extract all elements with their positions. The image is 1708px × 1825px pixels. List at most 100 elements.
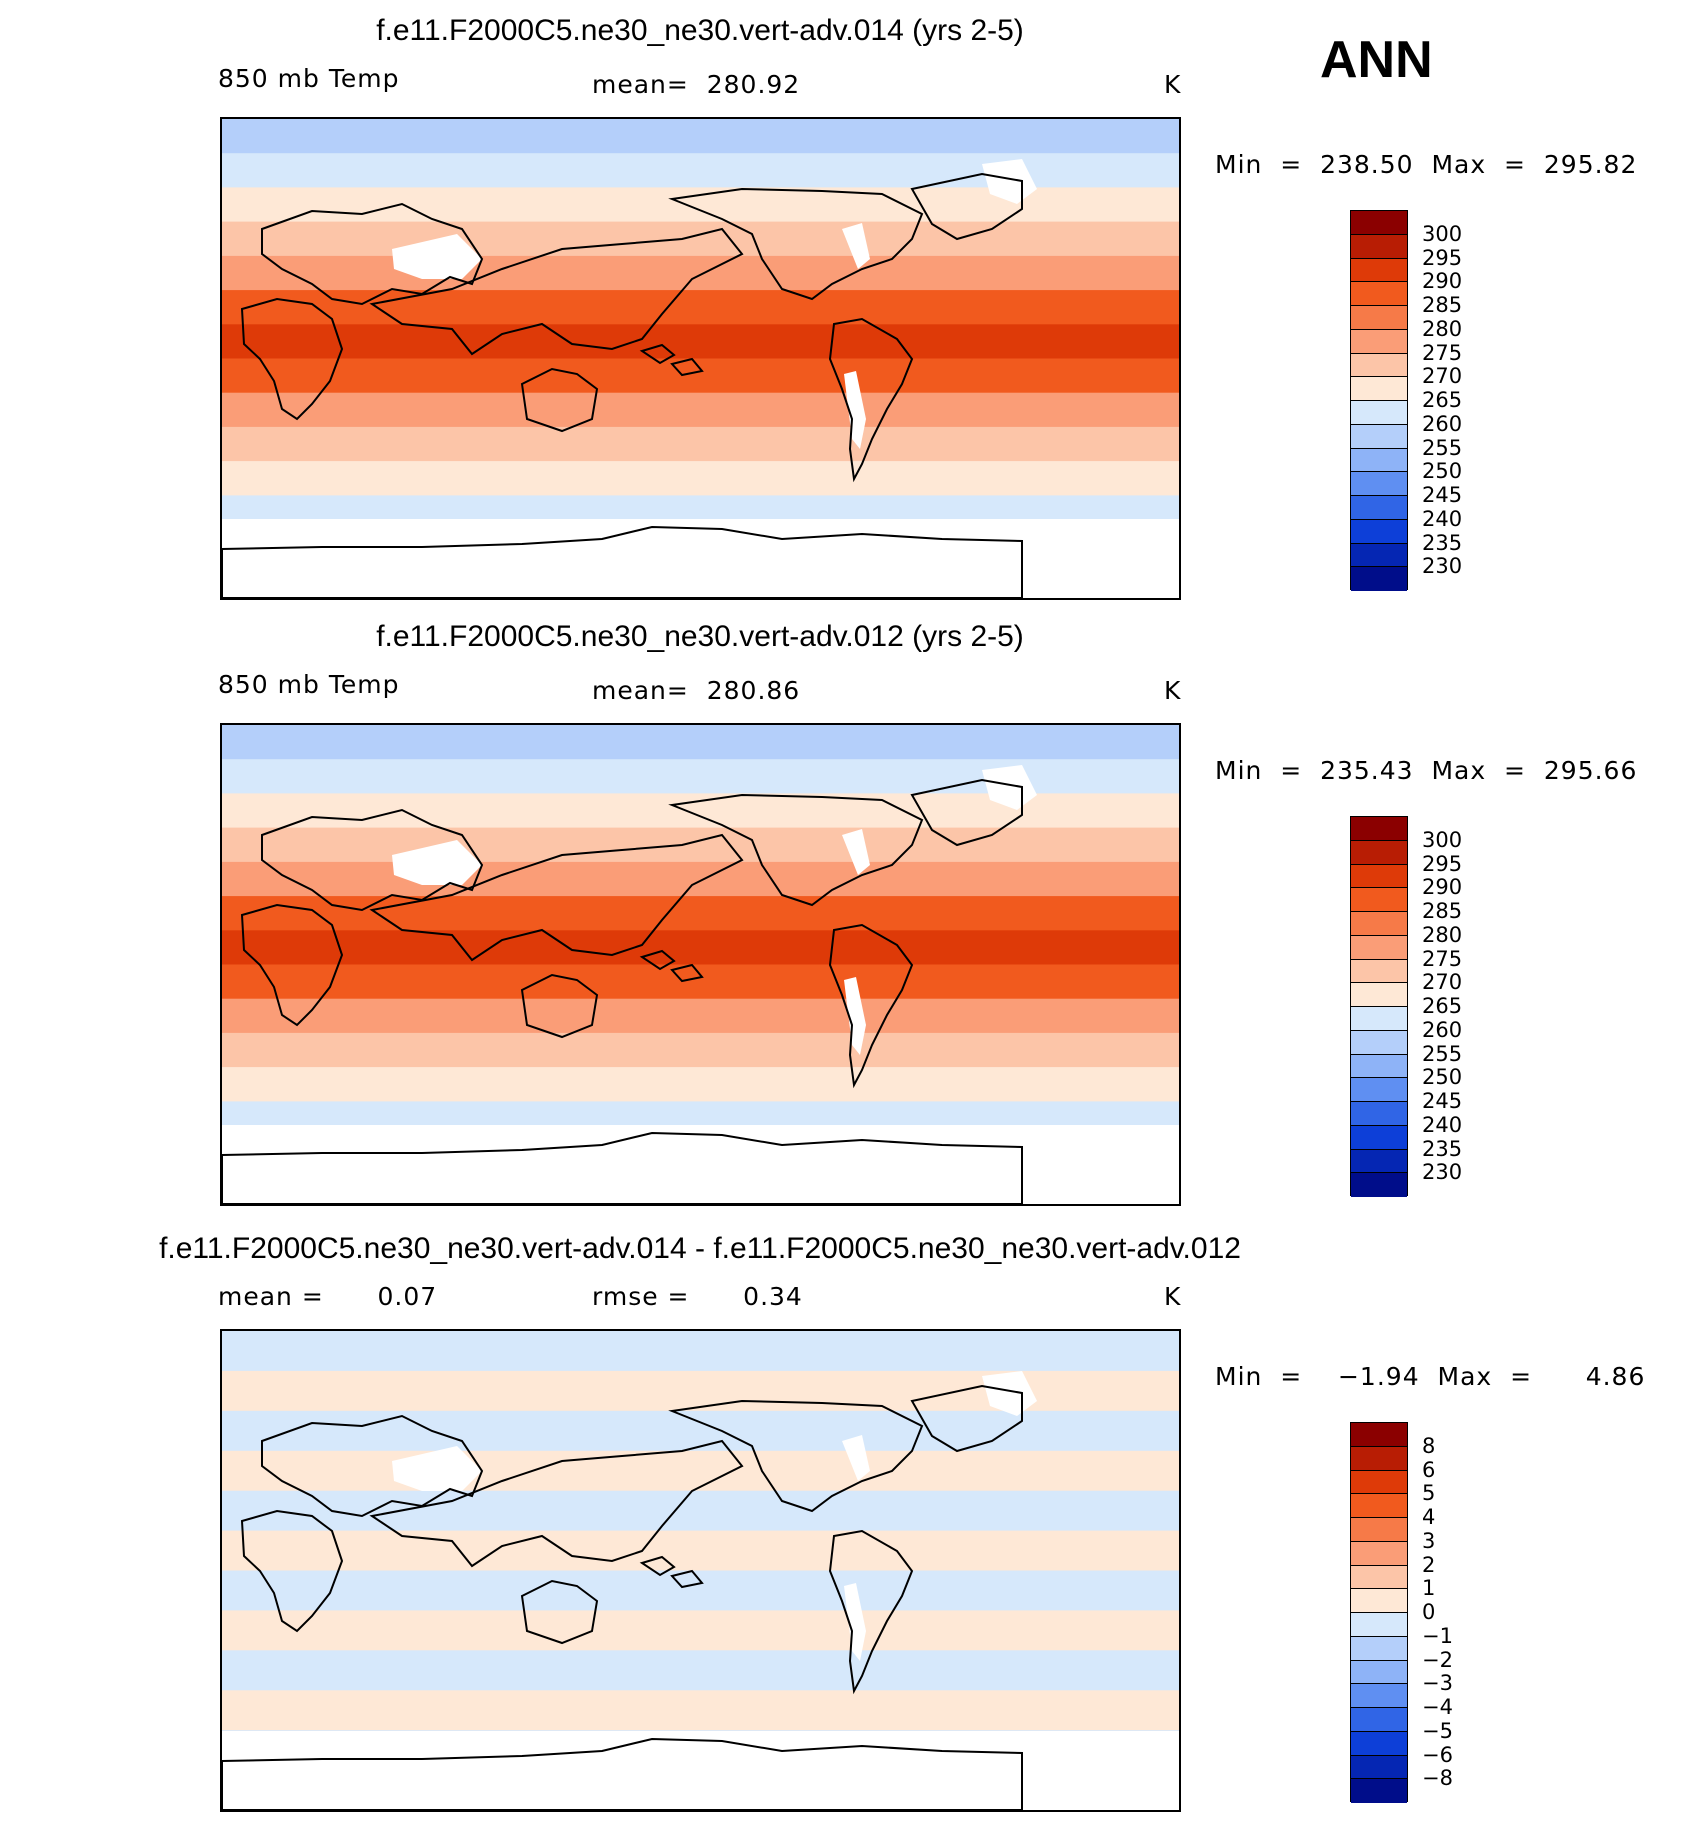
colorbar-tick-label: 290: [1422, 875, 1463, 900]
missing-data-patch: [842, 829, 870, 875]
colorbar-tick-label: 255: [1422, 1041, 1463, 1066]
colorbar-box: [1351, 377, 1407, 401]
coastline: [240, 1509, 344, 1633]
panel-2-minmax: Min = 235.43 Max = 295.66: [1215, 756, 1638, 785]
panel-2-map: [220, 723, 1181, 1206]
contour-band: [222, 1690, 1179, 1732]
coastline: [261, 808, 484, 912]
contour-band: [222, 1067, 1179, 1103]
colorbar-tick-label: −1: [1422, 1623, 1453, 1648]
contour-band: [222, 998, 1179, 1034]
colorbar-tick-label: 265: [1422, 994, 1463, 1018]
colorbar-box: [1351, 912, 1407, 936]
colorbar-tick-label: 255: [1422, 435, 1463, 460]
coastline: [668, 793, 924, 907]
colorbar-box: [1351, 1470, 1407, 1495]
coastline: [910, 778, 1023, 847]
colorbar-box: [1351, 1078, 1407, 1102]
colorbar-box: [1351, 1779, 1407, 1803]
missing-data-patch: [844, 977, 866, 1055]
coastline: [369, 1439, 744, 1568]
colorbar-tick-label: 4: [1422, 1505, 1436, 1529]
colorbar-tick-label: 8: [1422, 1433, 1436, 1458]
panel-3-colorbar: [1350, 1422, 1408, 1803]
colorbar-box: [1351, 448, 1407, 473]
colorbar-tick-label: 2: [1422, 1552, 1436, 1577]
panel-1-map: [220, 117, 1181, 600]
colorbar-tick-label: 240: [1422, 1112, 1463, 1137]
coastline: [222, 1131, 1023, 1204]
panel-3-minmax: Min = −1.94 Max = 4.86: [1215, 1362, 1646, 1391]
contour-band: [222, 255, 1179, 292]
colorbar-box: [1351, 1423, 1407, 1447]
missing-data-patch: [392, 1446, 482, 1491]
colorbar-tick-label: 295: [1422, 245, 1463, 270]
contour-band: [222, 1650, 1179, 1692]
panel-2-variable: 850 mb Temp: [218, 670, 400, 699]
colorbar-tick-label: 230: [1422, 1160, 1463, 1185]
panel-1-variable: 850 mb Temp: [218, 64, 400, 93]
colorbar-tick-label: −6: [1422, 1742, 1453, 1767]
panel-2-units: K: [1164, 676, 1182, 705]
coastline: [520, 973, 599, 1039]
coastline: [668, 1399, 924, 1513]
panel-2-colorbar: [1350, 816, 1408, 1197]
colorbar-box: [1351, 935, 1407, 960]
colorbar-box: [1351, 1054, 1407, 1079]
coastline: [828, 317, 914, 483]
colorbar-box: [1351, 211, 1407, 235]
missing-data-patch: [222, 519, 1179, 598]
missing-data-patch: [842, 223, 870, 269]
colorbar-tick-label: 275: [1422, 340, 1463, 365]
colorbar-tick-label: −8: [1422, 1766, 1453, 1791]
missing-data-patch: [392, 840, 482, 885]
colorbar-box: [1351, 306, 1407, 330]
colorbar-tick-label: 240: [1422, 506, 1463, 531]
contour-band: [222, 119, 1179, 155]
colorbar-box: [1351, 1446, 1407, 1471]
panel-1-contour-field: [222, 119, 1179, 598]
colorbar-tick-label: 300: [1422, 827, 1463, 852]
coastline: [240, 297, 344, 421]
colorbar-tick-label: 5: [1422, 1481, 1436, 1506]
contour-band: [222, 461, 1179, 497]
panel-1-stat: mean= 280.92: [592, 70, 801, 99]
colorbar-box: [1351, 888, 1407, 912]
contour-band: [222, 793, 1179, 829]
panel-1-title: f.e11.F2000C5.ne30_ne30.vert-adv.014 (yr…: [376, 14, 1024, 47]
contour-band: [222, 964, 1179, 1000]
colorbar-tick-label: 6: [1422, 1457, 1436, 1482]
contour-band: [222, 1610, 1179, 1652]
colorbar-box: [1351, 1030, 1407, 1055]
colorbar-tick-label: 270: [1422, 970, 1463, 995]
panel-2-title: f.e11.F2000C5.ne30_ne30.vert-adv.012 (yr…: [376, 620, 1024, 653]
missing-data-patch: [844, 371, 866, 449]
colorbar-box: [1351, 353, 1407, 378]
season-label: ANN: [1320, 31, 1433, 89]
contour-band: [222, 426, 1179, 463]
missing-data-patch: [222, 1125, 1179, 1204]
panel-1-minmax: Min = 238.50 Max = 295.82: [1215, 150, 1638, 179]
panel-3-units: K: [1164, 1282, 1182, 1311]
colorbar-box: [1351, 1173, 1407, 1197]
colorbar-box: [1351, 543, 1407, 568]
colorbar-tick-label: 300: [1422, 221, 1463, 246]
contour-band: [222, 1410, 1179, 1452]
colorbar-tick-label: 0: [1422, 1600, 1436, 1624]
colorbar-tick-label: 285: [1422, 293, 1463, 317]
contour-band: [222, 1450, 1179, 1492]
coastline: [261, 1414, 484, 1518]
coastline: [240, 903, 344, 1027]
contour-band: [222, 324, 1179, 360]
contour-band: [222, 1032, 1179, 1069]
panel-3-map: [220, 1329, 1181, 1812]
colorbar-box: [1351, 1660, 1407, 1685]
contour-band: [222, 930, 1179, 966]
contour-band: [222, 1490, 1179, 1532]
panel-2-stat: mean= 280.86: [592, 676, 801, 705]
panel-2-colorbar-labels: 300 295 290 285 280 275 270 265 260 255 250 245 240 2…: [1422, 816, 1502, 1196]
colorbar-box: [1351, 496, 1407, 520]
colorbar-tick-label: 1: [1422, 1576, 1436, 1601]
contour-band: [222, 187, 1179, 223]
colorbar-box: [1351, 1589, 1407, 1613]
